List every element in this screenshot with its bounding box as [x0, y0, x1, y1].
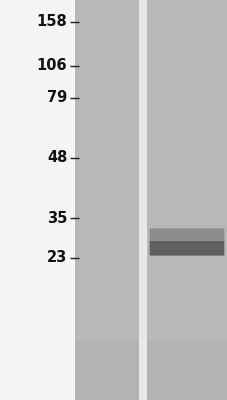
- Bar: [75, 0, 138, 400]
- Text: 23: 23: [47, 250, 67, 266]
- Text: 35: 35: [47, 210, 67, 226]
- Text: 79: 79: [47, 90, 67, 106]
- FancyBboxPatch shape: [149, 228, 223, 243]
- Bar: [146, 340, 227, 400]
- Text: 158: 158: [36, 14, 67, 30]
- Text: 106: 106: [37, 58, 67, 74]
- Text: 48: 48: [47, 150, 67, 166]
- Bar: [146, 0, 227, 400]
- Bar: [75, 340, 138, 400]
- FancyBboxPatch shape: [149, 241, 223, 256]
- Bar: [138, 0, 146, 400]
